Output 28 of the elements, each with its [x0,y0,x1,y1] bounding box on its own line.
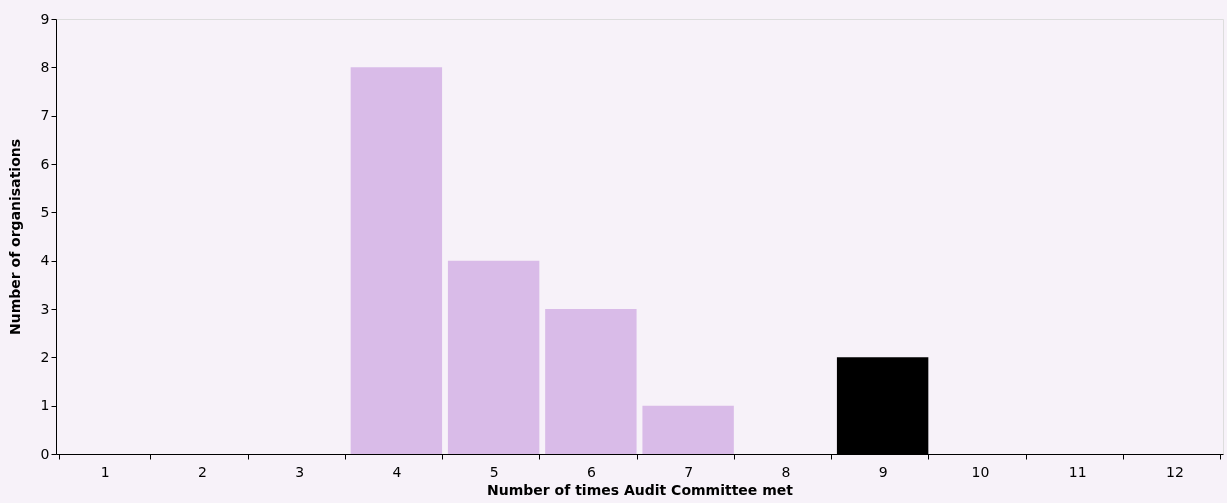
y-tick-label: 6 [40,155,50,172]
x-tick-label: 10 [971,463,990,480]
y-tick-label: 4 [40,252,50,269]
x-tick-label: 1 [100,463,110,480]
x-tick-label: 7 [684,463,694,480]
bar [350,67,443,454]
y-axis-title: Number of organisations [6,138,23,336]
bar [447,260,540,454]
x-tick-label: 9 [878,463,888,480]
x-tick-label: 4 [392,463,402,480]
y-tick-label: 7 [40,107,50,124]
y-tick-label: 2 [40,348,50,365]
x-axis-title: Number of times Audit Committee met [486,481,794,498]
x-tick-label: 3 [295,463,305,480]
x-tick-label: 6 [586,463,596,480]
y-tick-label: 0 [40,445,50,462]
x-tick-label: 8 [781,463,791,480]
x-tick-label: 2 [197,463,207,480]
x-tick-label: 12 [1165,463,1184,480]
x-tick-label: 11 [1068,463,1087,480]
y-tick-label: 8 [40,58,50,75]
bar [642,405,734,454]
y-tick-label: 5 [40,203,50,220]
y-tick-label: 1 [40,397,50,414]
bar [545,309,637,454]
x-tick-label: 5 [489,463,499,480]
y-tick-label: 9 [40,10,50,27]
y-tick-label: 3 [40,300,50,317]
